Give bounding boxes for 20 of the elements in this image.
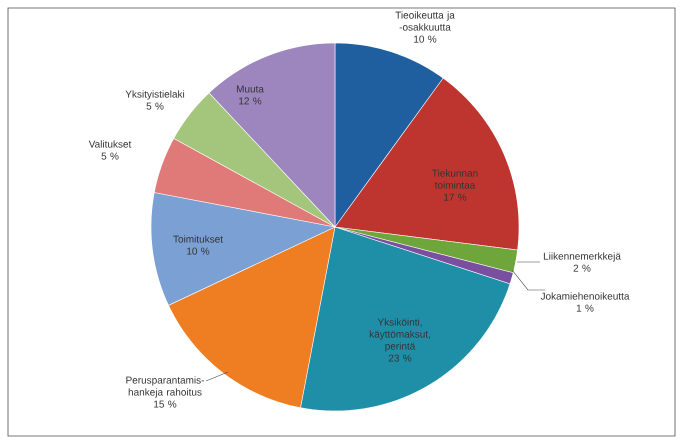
data-label: 10 % [414,36,436,43]
slice-label: Muuta [236,86,264,92]
data-label: 5 % [102,152,119,160]
data-label: 5 % [146,102,164,110]
data-label: 23 % [388,354,412,362]
slice-label: Perusparantamis-hankeja rahoitus [126,376,204,398]
slice-label: Valitukset [88,140,132,148]
data-label: 2 % [574,264,591,272]
data-label: 17 % [444,194,466,201]
data-label: 15 % [154,400,176,408]
slice-label: Tieoikeutta ja -osakkuutta [395,11,455,31]
slice-label: Tiekunnan toimintaa [432,169,478,189]
slice-label: Toimitukset [173,235,223,243]
slice-label: Jokamiehenoikeutta [540,292,630,300]
data-label: 1 % [576,304,594,312]
data-label: 12 % [239,97,262,104]
slice-label: Yksiköinti, käyttömaksut, perintä [370,318,430,352]
slice-label: Liikennemerkkejä [544,252,621,262]
slice-label: Yksityistielaki [126,90,184,100]
data-label: 10 % [187,248,210,255]
